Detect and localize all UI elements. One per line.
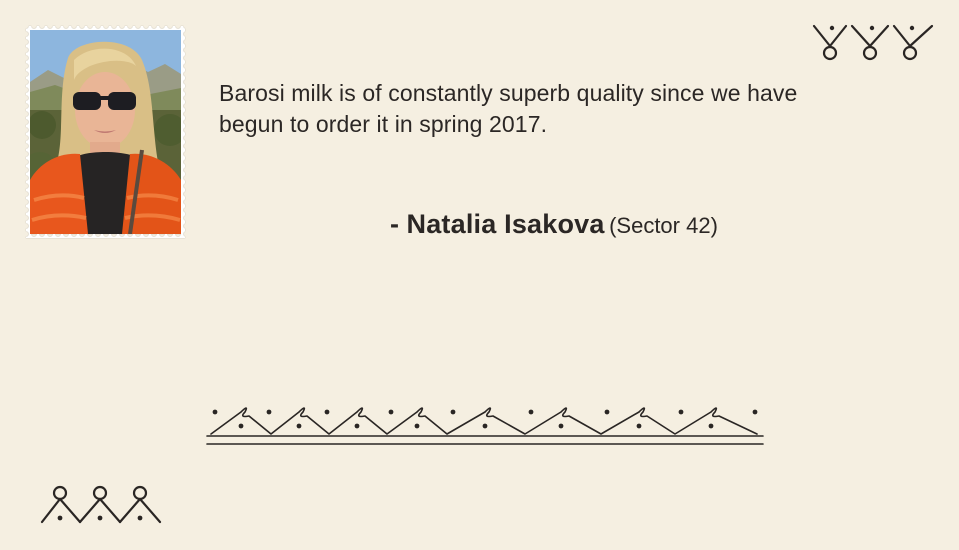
- author-photo: [30, 30, 181, 234]
- folk-ornament-top-right-icon: [812, 22, 936, 64]
- author-sector: (Sector 42): [609, 213, 718, 238]
- folk-ornament-border-icon: [205, 398, 765, 448]
- testimonial-quote: Barosi milk is of constantly superb qual…: [219, 80, 798, 137]
- author-photo-stamp: [26, 26, 185, 238]
- author-name: Natalia Isakova: [406, 209, 605, 239]
- testimonial-attribution: - Natalia Isakova (Sector 42): [390, 209, 718, 240]
- portrait-photo-icon: [30, 30, 181, 234]
- folk-ornament-bottom-left-icon: [38, 484, 164, 526]
- attribution-dash: -: [390, 209, 407, 239]
